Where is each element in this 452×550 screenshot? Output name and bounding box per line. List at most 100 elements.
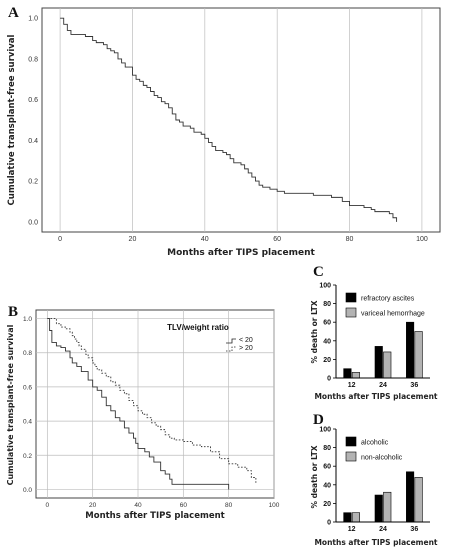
- x-tick-label: 40: [201, 236, 209, 243]
- x-tick-label: 100: [416, 236, 428, 243]
- bar-12-series-2: [351, 372, 360, 379]
- panel-a-x-ticks: 0 20 40 60 80 100: [58, 236, 428, 243]
- y-tick-label: 0.8: [28, 56, 38, 63]
- x-tick-label: 80: [346, 236, 354, 243]
- panel-b-legend-label-2: > 20: [239, 345, 253, 352]
- x-tick-label: 100: [269, 502, 280, 509]
- legend-label-2: non-alcoholic: [361, 455, 403, 462]
- panel-c-axes: [335, 285, 430, 379]
- panel-c-x-ticks: 12 24 36: [348, 382, 419, 389]
- x-tick-label: 0: [46, 502, 50, 509]
- panel-c-bar-chart: C 0 20 40 60 80 100 12 24 36 refractory ascites…: [310, 264, 438, 401]
- bar-36-series-1: [406, 471, 415, 523]
- panel-b-legend: TLV/weight ratio < 20 > 20: [167, 323, 253, 352]
- y-tick-label: 0.4: [28, 138, 38, 145]
- bar-36-series-2: [414, 331, 423, 379]
- y-tick-label: 0.6: [23, 384, 32, 391]
- bar-24-series-1: [374, 494, 383, 523]
- legend-dashed-line-icon: [226, 346, 236, 352]
- panel-d-x-axis-title: Months after TIPS placement: [314, 538, 437, 547]
- panel-d-letter: D: [313, 412, 324, 428]
- panel-b-letter: B: [8, 304, 18, 320]
- panel-b-km-chart: B 0 20 40 60 80 100 0.0 0.2 0.4 0.6 0.8 1.0 TLV/we…: [6, 304, 280, 521]
- legend-swatch-2: [345, 307, 357, 318]
- x-tick-label: 24: [379, 526, 387, 533]
- legend-label-2: variceal hemorrhage: [361, 311, 425, 318]
- y-tick-label: 0: [327, 376, 331, 383]
- survival-curve-series-2: [47, 318, 257, 485]
- panel-d-legend: alcoholic non-alcoholic: [345, 436, 403, 462]
- y-tick-label: 0.2: [23, 453, 32, 460]
- y-tick-label: 0.6: [28, 97, 38, 104]
- bar-24-series-2: [383, 351, 392, 379]
- panel-a-letter: A: [8, 5, 19, 21]
- panel-c-legend: refractory ascites variceal hemorrhage: [345, 292, 425, 318]
- panel-c-bars: [343, 321, 423, 379]
- legend-label-1: refractory ascites: [361, 296, 415, 303]
- y-tick-label: 100: [319, 427, 331, 434]
- panel-b-x-ticks: 0 20 40 60 80 100: [46, 502, 280, 509]
- panel-b-survival-curves: [47, 318, 257, 490]
- y-tick-label: 0: [327, 520, 331, 527]
- y-tick-label: 20: [323, 357, 331, 364]
- bar-12-series-1: [343, 512, 352, 523]
- y-tick-label: 60: [323, 320, 331, 327]
- panel-a-survival-curve: [60, 17, 398, 222]
- x-tick-label: 12: [348, 382, 356, 389]
- panel-a-plot-frame: [41, 7, 441, 233]
- panel-b-y-axis-title: Cumulative transplant-free survival: [6, 324, 15, 485]
- bar-24-series-1: [374, 346, 383, 379]
- legend-swatch-1: [345, 292, 357, 303]
- legend-label-1: alcoholic: [361, 440, 389, 447]
- survival-curve-series-1: [60, 17, 398, 222]
- x-tick-label: 24: [379, 382, 387, 389]
- x-tick-label: 80: [225, 502, 233, 509]
- panel-b-y-ticks: 0.0 0.2 0.4 0.6 0.8 1.0: [23, 316, 32, 494]
- y-tick-label: 1.0: [28, 16, 38, 23]
- panel-a-y-axis-title: Cumulative transplant-free survival: [7, 34, 17, 205]
- legend-swatch-2: [345, 451, 357, 462]
- x-tick-label: 40: [134, 502, 142, 509]
- panel-b-x-axis-title: Months after TIPS placement: [85, 511, 224, 521]
- panel-c-y-ticks: 0 20 40 60 80 100: [319, 283, 336, 383]
- panel-b-legend-label-1: < 20: [239, 337, 253, 344]
- y-tick-label: 0.0: [28, 219, 38, 226]
- bar-12-series-2: [351, 512, 360, 523]
- survival-curve-series-1: [47, 318, 230, 490]
- bar-36-series-1: [406, 321, 415, 379]
- x-tick-label: 60: [273, 236, 281, 243]
- panel-c-letter: C: [313, 264, 324, 280]
- y-tick-label: 0.2: [28, 179, 38, 186]
- x-tick-label: 60: [180, 502, 188, 509]
- y-tick-label: 80: [323, 445, 331, 452]
- x-tick-label: 36: [410, 382, 418, 389]
- panel-a-grid: [59, 8, 423, 232]
- y-tick-label: 0.8: [23, 350, 32, 357]
- panel-c-x-axis-title: Months after TIPS placement: [314, 392, 437, 401]
- x-tick-label: 20: [89, 502, 97, 509]
- panel-d-y-ticks: 0 20 40 60 80 100: [319, 427, 336, 527]
- y-tick-label: 40: [323, 338, 331, 345]
- panel-a-km-chart: A 0 20 40 60 80 100 0.0 0.2 0.4 0.6 0.8 1.0 Months…: [7, 5, 441, 258]
- bar-36-series-2: [414, 477, 423, 523]
- y-tick-label: 100: [319, 283, 331, 290]
- panel-c-y-axis-title: % death or LTX: [310, 300, 319, 363]
- y-tick-label: 1.0: [23, 316, 32, 323]
- panel-a-x-axis-title: Months after TIPS placement: [167, 248, 315, 258]
- panel-b-grid: [36, 310, 275, 498]
- y-tick-label: 20: [323, 501, 331, 508]
- x-tick-label: 20: [129, 236, 137, 243]
- panel-d-x-ticks: 12 24 36: [348, 526, 419, 533]
- y-tick-label: 40: [323, 482, 331, 489]
- y-tick-label: 0.4: [23, 419, 32, 426]
- x-tick-label: 12: [348, 526, 356, 533]
- y-tick-label: 0.0: [23, 487, 32, 494]
- x-tick-label: 0: [58, 236, 62, 243]
- panel-d-y-axis-title: % death or LTX: [310, 445, 319, 508]
- panel-d-bar-chart: D 0 20 40 60 80 100 12 24 36 alcoholic non-alcoh…: [310, 412, 438, 547]
- bar-24-series-2: [383, 491, 392, 523]
- y-tick-label: 80: [323, 301, 331, 308]
- y-tick-label: 60: [323, 464, 331, 471]
- legend-solid-line-icon: [226, 338, 236, 344]
